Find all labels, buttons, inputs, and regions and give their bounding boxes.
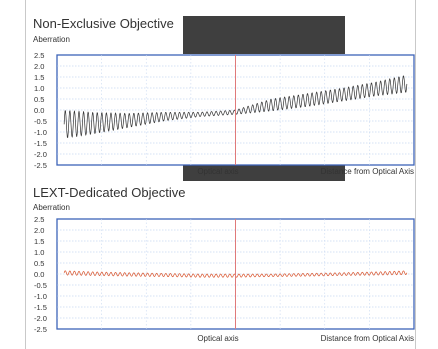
y-tick-label: 0.0 — [34, 106, 44, 115]
optical-axis-label-top: Optical axis — [197, 167, 238, 176]
y-tick-label: -1.0 — [34, 292, 47, 301]
y-tick-labels-bottom: 2.5 2.0 1.5 1.0 0.5 0.0 -0.5 -1.0 -1.5 -2.0 -2.5 — [34, 215, 47, 334]
y-tick-label: -2.0 — [34, 150, 47, 159]
y-tick-label: -2.5 — [34, 161, 47, 170]
y-tick-label: 1.5 — [34, 237, 44, 246]
y-axis-label-top: Aberration — [33, 35, 70, 44]
y-tick-label: 0.5 — [34, 259, 44, 268]
y-tick-label: -0.5 — [34, 117, 47, 126]
overlay-dark-block-top — [183, 16, 345, 54]
chart-panel-top: Non-Exclusive Objective Aberration 2.52.… — [33, 16, 415, 176]
y-tick-label: -0.5 — [34, 281, 47, 290]
chart-panel-bottom: LEXT-Dedicated Objective Aberration 2.52… — [33, 185, 415, 343]
chart-title-bottom: LEXT-Dedicated Objective — [33, 185, 185, 200]
y-tick-label: 1.0 — [34, 248, 44, 257]
y-tick-label: 0.0 — [34, 270, 44, 279]
y-tick-label: -1.5 — [34, 303, 47, 312]
y-tick-label: 1.5 — [34, 73, 44, 82]
y-tick-label: 2.5 — [34, 51, 44, 60]
y-tick-label: -1.0 — [34, 128, 47, 137]
y-tick-label: -2.0 — [34, 314, 47, 323]
y-tick-label: 2.0 — [34, 62, 44, 71]
chart-title-top: Non-Exclusive Objective — [33, 16, 174, 31]
x-axis-label-bottom: Distance from Optical Axis — [321, 334, 414, 343]
y-tick-label: -1.5 — [34, 139, 47, 148]
optical-axis-label-bottom: Optical axis — [197, 334, 238, 343]
y-tick-label: -2.5 — [34, 325, 47, 334]
y-tick-labels-top: 2.5 2.0 1.5 1.0 0.5 0.0 -0.5 -1.0 -1.5 -2.0 -2.5 — [34, 51, 47, 170]
y-tick-label: 0.5 — [34, 95, 44, 104]
y-tick-label: 2.5 — [34, 215, 44, 224]
x-axis-label-top: Distance from Optical Axis — [321, 167, 414, 176]
y-axis-label-bottom: Aberration — [33, 203, 70, 212]
y-tick-label: 2.0 — [34, 226, 44, 235]
y-tick-label: 1.0 — [34, 84, 44, 93]
